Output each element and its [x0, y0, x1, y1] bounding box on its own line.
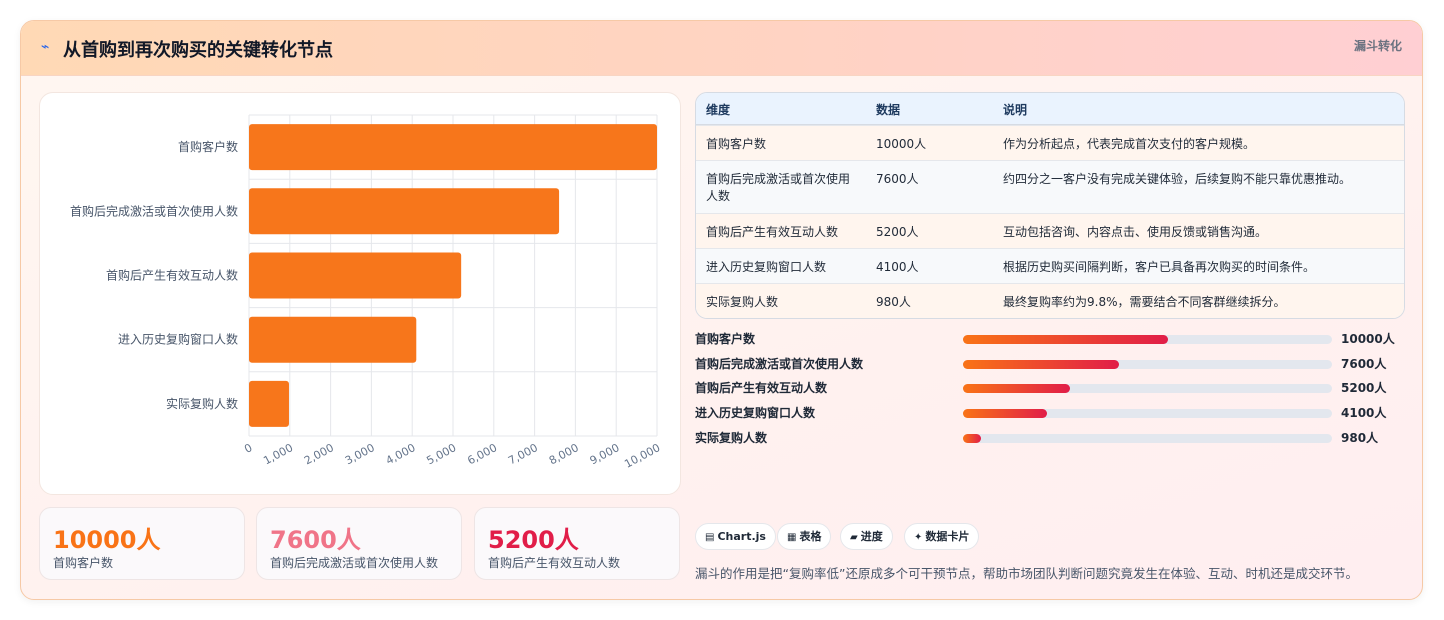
table-header-data: 数据: [876, 103, 901, 117]
table-row: 首购后完成激活或首次使用人数 7600人 约四分之一客户没有完成关键体验，后续复…: [696, 160, 1404, 213]
progress-value: 980人: [1341, 431, 1379, 445]
table-cell-dimension: 首购客户数: [706, 137, 767, 151]
chart-bar: [249, 252, 462, 299]
footnote: 漏斗的作用是把“复购率低”还原成多个可干预节点，帮助市场团队判断问题究竟发生在体…: [695, 566, 1358, 581]
table-cell-description: 约四分之一客户没有完成关键体验，后续复购不能只靠优惠推动。: [1003, 172, 1352, 186]
chart-category-label: 进入历史复购窗口人数: [118, 332, 238, 347]
chart-category-label: 实际复购人数: [166, 396, 238, 411]
table-cell-description: 根据历史购买间隔判断，客户已具备再次购买的时间条件。: [1003, 260, 1316, 274]
stat-value: 5200人: [488, 526, 579, 554]
chart-bar: [249, 380, 289, 427]
table-header-description: 说明: [1003, 103, 1028, 117]
chart-tick-label: 9,000: [588, 441, 622, 467]
chartjs-pill[interactable]: ▤ Chart.js: [695, 523, 776, 550]
chart-tick-label: 7,000: [506, 441, 540, 467]
progress-fill: [963, 409, 1048, 418]
stat-label: 首购客户数: [53, 556, 114, 570]
progress-fill: [963, 360, 1120, 369]
table-cell-data: 10000人: [876, 137, 927, 151]
card-header: ⌁ 从首购到再次购买的关键转化节点 漏斗转化: [21, 21, 1422, 76]
table-cell-description: 互动包括咨询、内容点击、使用反馈或销售沟通。: [1003, 225, 1268, 239]
progress-value: 10000人: [1341, 332, 1395, 346]
table-cell-data: 7600人: [876, 172, 919, 186]
chart-icon: ▤: [705, 532, 715, 543]
stat-label: 首购后产生有效互动人数: [488, 556, 621, 570]
progress-track: [963, 409, 1332, 418]
stat-value: 7600人: [270, 526, 361, 554]
chart-tick-label: 10,000: [622, 441, 662, 471]
table-cell-description: 作为分析起点，代表完成首次支付的客户规模。: [1003, 137, 1256, 151]
chart-bar: [249, 188, 560, 235]
progress-value: 5200人: [1341, 381, 1387, 395]
chart-category-label: 首购后完成激活或首次使用人数: [70, 203, 238, 218]
progress-row: 实际复购人数 980人: [695, 428, 1405, 446]
progress-track: [963, 434, 1332, 443]
progress-fill: [963, 335, 1169, 344]
header-tag: 漏斗转化: [1353, 39, 1402, 53]
progress-row: 首购后产生有效互动人数 5200人: [695, 378, 1405, 396]
pill-label: Chart.js: [717, 530, 766, 543]
data-table: 维度 数据 说明 首购客户数 10000人 作为分析起点，代表完成首次支付的客户…: [695, 92, 1405, 319]
progress-value: 7600人: [1341, 357, 1387, 371]
table-row: 进入历史复购窗口人数 4100人 根据历史购买间隔判断，客户已具备再次购买的时间…: [696, 248, 1404, 283]
progress-label: 首购客户数: [695, 332, 756, 346]
progress-label: 首购后完成激活或首次使用人数: [695, 357, 864, 371]
progress-pill[interactable]: ▰ 进度: [840, 523, 893, 550]
table-cell-dimension: 首购后产生有效互动人数: [706, 225, 839, 239]
funnel-bar-chart: 首购客户数首购后完成激活或首次使用人数首购后产生有效互动人数进入历史复购窗口人数…: [39, 92, 681, 495]
chart-tick-label: 8,000: [547, 441, 581, 467]
table-cell-data: 5200人: [876, 225, 919, 239]
chart-tick-label: 5,000: [424, 441, 458, 467]
pill-label: 进度: [860, 530, 883, 543]
table-header-row: 维度 数据 说明: [696, 93, 1404, 125]
table-row: 首购后产生有效互动人数 5200人 互动包括咨询、内容点击、使用反馈或销售沟通。: [696, 213, 1404, 248]
progress-track: [963, 335, 1332, 344]
stat-value: 10000人: [53, 526, 161, 554]
progress-value: 4100人: [1341, 406, 1387, 420]
table-cell-description: 最终复购率约为9.8%，需要结合不同客群继续拆分。: [1003, 295, 1286, 309]
chart-tick-label: 3,000: [343, 441, 377, 467]
chart-tick-label: 0: [242, 441, 254, 456]
chart-tick-label: 2,000: [302, 441, 336, 467]
card-title: 从首购到再次购买的关键转化节点: [63, 40, 333, 61]
stat-card-interaction: 5200人 首购后产生有效互动人数: [474, 507, 680, 580]
chart-tick-label: 1,000: [261, 441, 295, 467]
sparkle-icon: ✦: [914, 532, 923, 543]
chart-tick-label: 6,000: [465, 441, 499, 467]
stat-card-activated: 7600人 首购后完成激活或首次使用人数: [256, 507, 462, 580]
progress-row: 首购后完成激活或首次使用人数 7600人: [695, 354, 1405, 372]
table-cell-dimension: 实际复购人数: [706, 295, 779, 309]
progress-label: 进入历史复购窗口人数: [695, 406, 816, 420]
data-card-pill[interactable]: ✦ 数据卡片: [904, 523, 980, 550]
progress-label: 实际复购人数: [695, 431, 768, 445]
table-header-dimension: 维度: [706, 103, 731, 117]
table-icon: ▦: [787, 532, 797, 543]
progress-track: [963, 360, 1332, 369]
table-pill[interactable]: ▦ 表格: [777, 523, 832, 550]
chart-category-label: 首购客户数: [178, 139, 238, 154]
chart-bar: [249, 124, 657, 171]
chart-bar: [249, 316, 417, 363]
progress-row: 首购客户数 10000人: [695, 329, 1405, 347]
table-cell-data: 980人: [876, 295, 911, 309]
table-row: 首购客户数 10000人 作为分析起点，代表完成首次支付的客户规模。: [696, 125, 1404, 160]
progress-track: [963, 384, 1332, 393]
stat-label: 首购后完成激活或首次使用人数: [270, 556, 439, 570]
progress-label: 首购后产生有效互动人数: [695, 381, 828, 395]
pill-label: 数据卡片: [925, 530, 970, 543]
table-cell-dimension: 首购后完成激活或首次使用人数: [706, 172, 851, 203]
progress-row: 进入历史复购窗口人数 4100人: [695, 403, 1405, 421]
progress-fill: [963, 434, 982, 443]
pill-label: 表格: [799, 530, 822, 543]
chart-trend-icon: ⌁: [41, 39, 50, 55]
table-cell-data: 4100人: [876, 260, 919, 274]
progress-fill: [963, 384, 1070, 393]
progress-icon: ▰: [850, 532, 858, 543]
stat-card-first-purchase: 10000人 首购客户数: [39, 507, 245, 580]
chart-tick-label: 4,000: [384, 441, 418, 467]
table-row: 实际复购人数 980人 最终复购率约为9.8%，需要结合不同客群继续拆分。: [696, 283, 1404, 318]
table-cell-dimension: 进入历史复购窗口人数: [706, 260, 827, 274]
chart-category-label: 首购后产生有效互动人数: [106, 268, 238, 283]
chart-svg: 首购客户数首购后完成激活或首次使用人数首购后产生有效互动人数进入历史复购窗口人数…: [70, 114, 662, 471]
